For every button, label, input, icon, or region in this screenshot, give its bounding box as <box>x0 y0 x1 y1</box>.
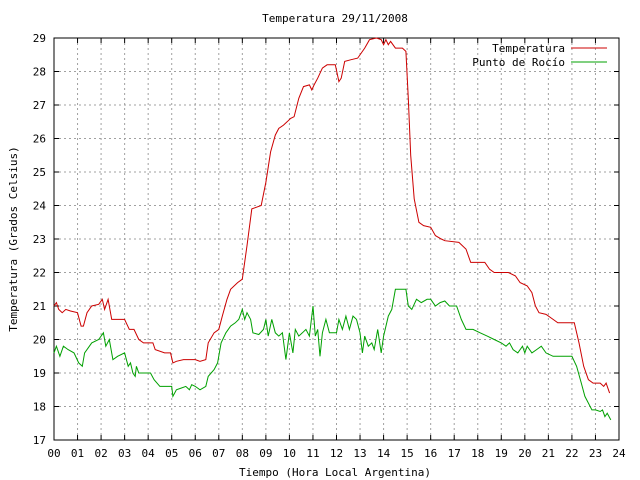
x-tick-label: 02 <box>94 447 107 460</box>
x-tick-label: 06 <box>189 447 202 460</box>
series-layer <box>53 37 612 421</box>
x-tick-label: 20 <box>518 447 531 460</box>
y-tick-label: 24 <box>33 200 47 213</box>
x-tick-label: 00 <box>47 447 60 460</box>
y-tick-label: 28 <box>33 66 46 79</box>
x-tick-label: 08 <box>236 447 249 460</box>
x-tick-label: 09 <box>259 447 272 460</box>
grid <box>54 38 619 440</box>
x-tick-label: 16 <box>424 447 437 460</box>
y-tick-label: 26 <box>33 133 46 146</box>
x-tick-label: 18 <box>471 447 484 460</box>
y-tick-label: 21 <box>33 300 46 313</box>
x-tick-label: 17 <box>448 447 461 460</box>
y-tick-label: 22 <box>33 267 46 280</box>
x-tick-label: 12 <box>330 447 343 460</box>
x-tick-label: 01 <box>71 447 84 460</box>
x-tick-label: 22 <box>565 447 578 460</box>
y-tick-label: 19 <box>33 367 46 380</box>
x-tick-label: 04 <box>142 447 156 460</box>
x-tick-label: 19 <box>495 447 508 460</box>
series-line-punto-de-rocio <box>53 288 612 421</box>
y-tick-label: 25 <box>33 166 46 179</box>
x-tick-label: 13 <box>353 447 366 460</box>
chart-title: Temperatura 29/11/2008 <box>262 12 408 25</box>
y-axis-label: Temperatura (Grados Celsius) <box>7 146 20 331</box>
x-tick-label: 03 <box>118 447 131 460</box>
y-tick-label: 29 <box>33 32 46 45</box>
axis-ticks: 00 01 02 03 04 05 06 07 08 09 10 11 12 13 14 15 16 17 18 19… <box>33 32 626 460</box>
y-tick-label: 23 <box>33 233 46 246</box>
x-tick-label: 07 <box>212 447 225 460</box>
legend-label-temperatura: Temperatura <box>492 42 565 55</box>
x-tick-label: 14 <box>377 447 391 460</box>
x-tick-label: 24 <box>612 447 626 460</box>
x-tick-label: 11 <box>306 447 319 460</box>
y-tick-label: 17 <box>33 434 46 447</box>
y-tick-label: 18 <box>33 401 46 414</box>
x-tick-label: 05 <box>165 447 178 460</box>
x-tick-label: 10 <box>283 447 296 460</box>
legend: Temperatura Punto de Rocío <box>472 42 607 69</box>
x-tick-label: 15 <box>401 447 414 460</box>
y-tick-label: 20 <box>33 334 46 347</box>
x-axis-label: Tiempo (Hora Local Argentina) <box>239 466 431 479</box>
legend-label-punto-de-rocio: Punto de Rocío <box>472 56 565 69</box>
x-tick-label: 23 <box>589 447 602 460</box>
series-line-temperatura <box>53 37 611 394</box>
x-tick-label: 21 <box>542 447 555 460</box>
y-tick-label: 27 <box>33 99 46 112</box>
